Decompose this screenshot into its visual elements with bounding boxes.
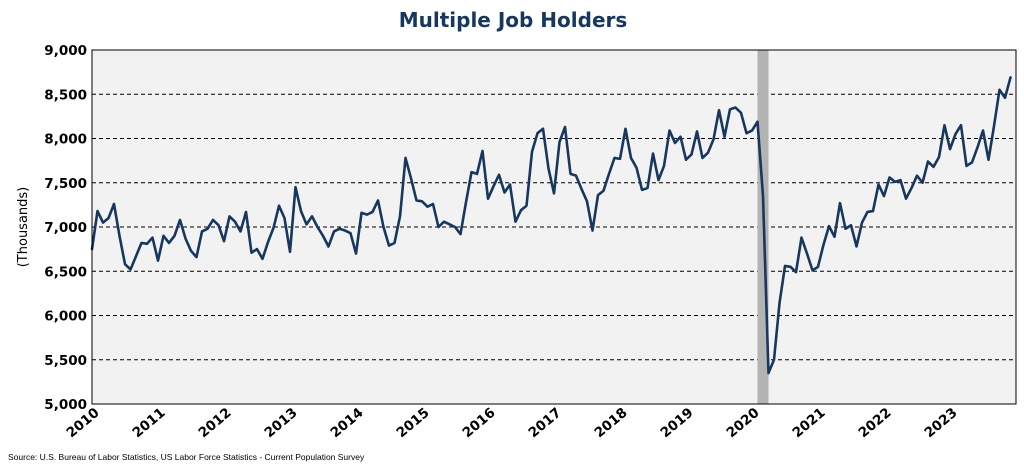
x-tick-label: 2022 bbox=[856, 405, 895, 441]
y-axis-ticks: 5,000 5,500 6,000 6,500 7,000 7,500 8,000 8,500… bbox=[44, 43, 87, 413]
gridlines bbox=[92, 93, 1016, 361]
y-tick-label: 5,000 bbox=[44, 397, 87, 413]
x-tick-label: 2023 bbox=[922, 405, 961, 441]
chart-title: Multiple Job Holders bbox=[399, 8, 628, 32]
y-tick-label: 6,000 bbox=[44, 309, 87, 325]
x-axis-ticks: 2010 2011 2012 2013 2014 2015 2016 2017 2018 2019… bbox=[64, 405, 961, 441]
y-axis-label: (Thousands) bbox=[16, 187, 31, 268]
y-tick-label: 8,500 bbox=[44, 87, 87, 103]
source-note: Source: U.S. Bureau of Labor Statistics,… bbox=[8, 452, 365, 462]
x-tick-label: 2021 bbox=[790, 405, 829, 441]
x-tick-label: 2015 bbox=[394, 405, 433, 441]
series-layer bbox=[90, 76, 1012, 375]
x-tick-label: 2018 bbox=[592, 405, 631, 441]
y-tick-label: 7,000 bbox=[44, 220, 87, 236]
x-tick-label: 2012 bbox=[196, 405, 235, 441]
x-tick-label: 2017 bbox=[526, 405, 565, 441]
y-tick-label: 6,500 bbox=[44, 264, 87, 280]
series-line-0 bbox=[90, 76, 1012, 375]
x-tick-label: 2019 bbox=[658, 405, 697, 441]
x-tick-label: 2011 bbox=[130, 405, 169, 441]
y-tick-label: 7,500 bbox=[44, 176, 87, 192]
y-tick-label: 8,000 bbox=[44, 132, 87, 148]
y-tick-label: 5,500 bbox=[44, 353, 87, 369]
x-tick-label: 2014 bbox=[328, 405, 367, 441]
x-tick-label: 2016 bbox=[460, 405, 499, 441]
x-tick-label: 2020 bbox=[724, 405, 763, 441]
plot-border bbox=[91, 49, 1017, 405]
x-tick-label: 2013 bbox=[262, 405, 301, 441]
y-tick-label: 9,000 bbox=[44, 43, 87, 59]
